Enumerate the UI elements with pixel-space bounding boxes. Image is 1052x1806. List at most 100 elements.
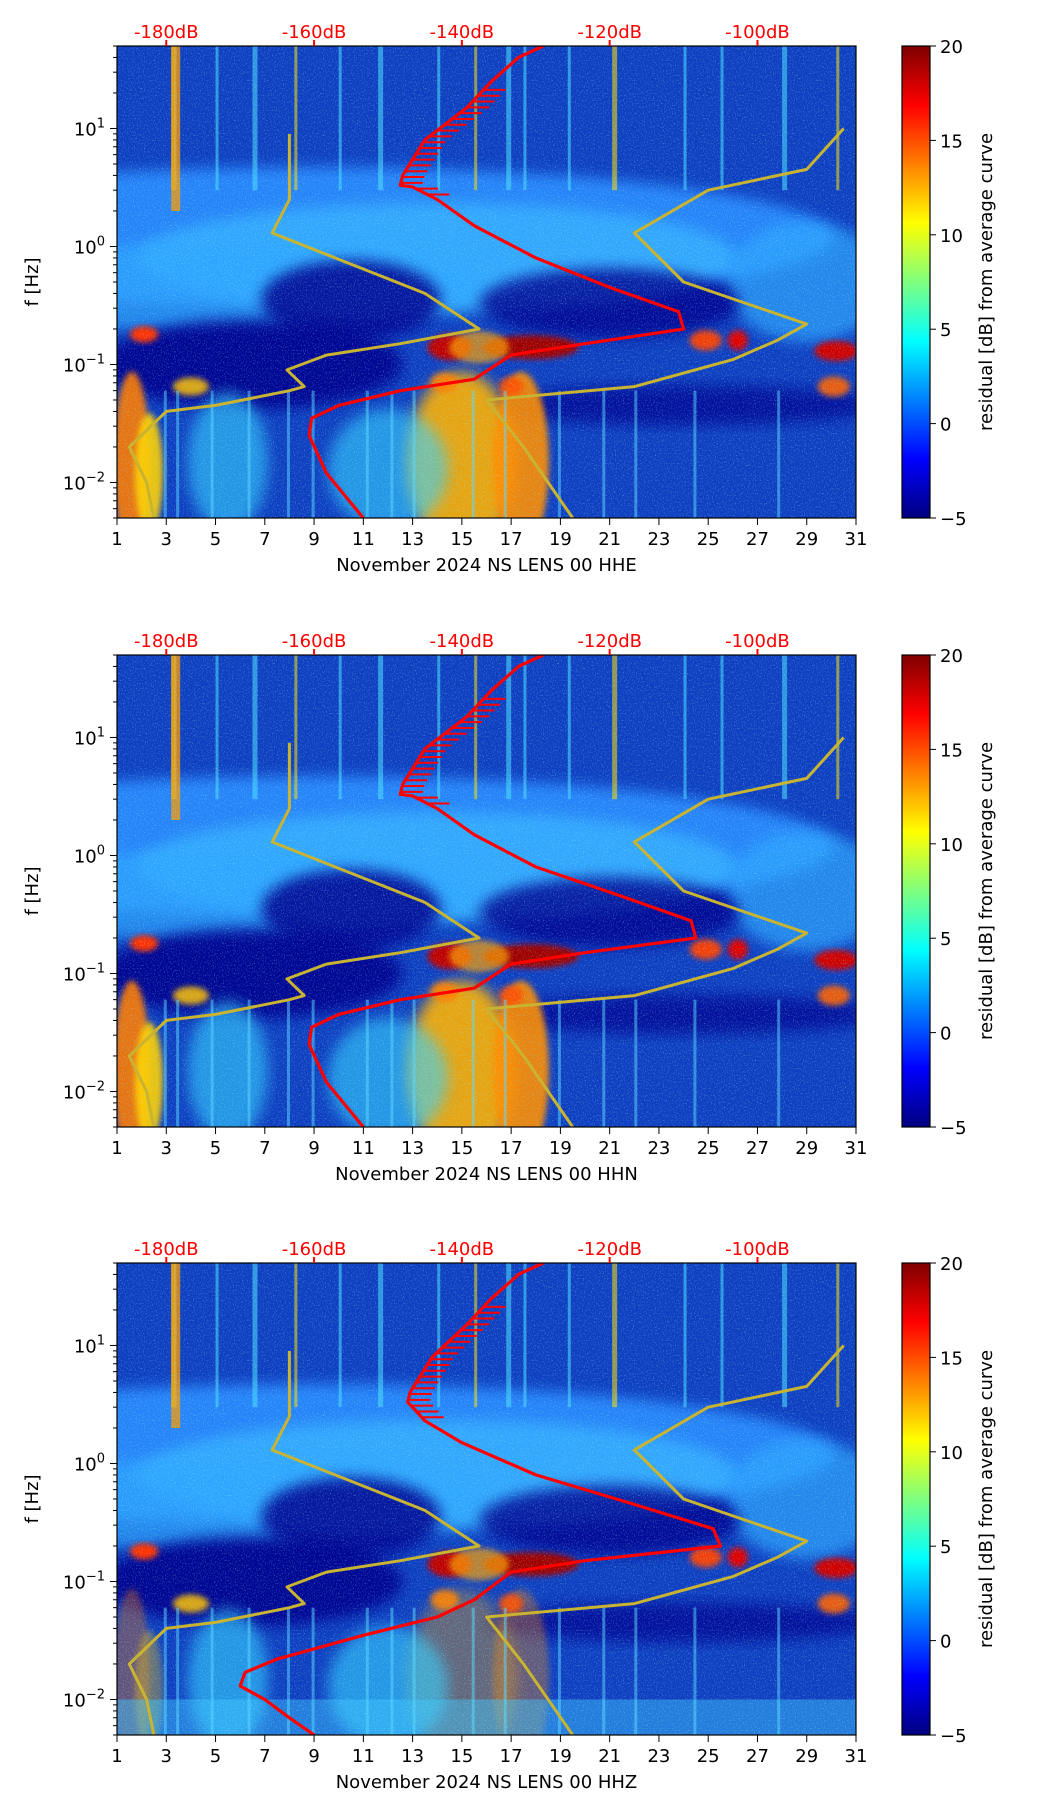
colorbar-tick-label: 10: [940, 1443, 963, 1464]
colorbar-label: residual [dB] from average curve: [976, 133, 997, 431]
y-tick-label: 101: [74, 116, 105, 140]
colorbar-tick-label: 10: [940, 835, 963, 856]
x-tick-label: 11: [352, 1138, 375, 1159]
x-tick-label: 29: [795, 529, 818, 550]
x-tick-label: 13: [401, 529, 424, 550]
db-label: -120dB: [577, 1239, 642, 1260]
curve-red-curve: [307, 655, 698, 1127]
x-tick-label: 3: [161, 1746, 172, 1767]
colorbar-tick-label: 20: [940, 37, 963, 58]
curve-lower-reference: [127, 742, 481, 1127]
db-label: -160dB: [282, 631, 347, 652]
x-tick-label: 21: [598, 1746, 621, 1767]
x-tick-label: 1: [111, 529, 122, 550]
x-tick-label: 25: [697, 529, 720, 550]
y-tick-label: 10−1: [63, 352, 105, 376]
y-axis-label: f [Hz]: [22, 866, 43, 915]
curves: [127, 655, 845, 1127]
x-tick-label: 11: [352, 1746, 375, 1767]
heatmap-texture: [117, 1263, 856, 1735]
x-tick-label: 5: [210, 1138, 221, 1159]
x-tick-label: 27: [746, 1746, 769, 1767]
x-tick-label: 7: [259, 529, 270, 550]
x-tick-label: 1: [111, 1138, 122, 1159]
y-axis-label: f [Hz]: [22, 1474, 43, 1523]
x-tick-label: 7: [259, 1746, 270, 1767]
y-axis-label: f [Hz]: [22, 257, 43, 306]
colorbar-tick-label: 0: [940, 1632, 951, 1653]
x-tick-label: 17: [500, 1138, 523, 1159]
y-tick-label: 10−1: [63, 1569, 105, 1593]
y-tick-label: 100: [74, 843, 105, 867]
db-label: -160dB: [282, 1239, 347, 1260]
db-label: -180dB: [134, 631, 199, 652]
x-axis-label: November 2024 NS LENS 00 HHN: [335, 1164, 638, 1185]
x-tick-label: 15: [450, 529, 473, 550]
x-tick-label: 19: [549, 529, 572, 550]
x-axis-label: November 2024 NS LENS 00 HHE: [336, 555, 637, 576]
x-tick-label: 21: [598, 1138, 621, 1159]
x-tick-label: 29: [795, 1138, 818, 1159]
colorbar: [901, 1262, 931, 1736]
x-tick-label: 5: [210, 529, 221, 550]
y-tick-label: 101: [74, 725, 105, 749]
y-tick-label: 10−2: [63, 470, 105, 494]
curves: [127, 46, 845, 518]
x-tick-label: 11: [352, 529, 375, 550]
curve-upper-reference: [485, 127, 845, 518]
x-tick-label: 15: [450, 1746, 473, 1767]
colorbar-tick-label: 5: [940, 320, 951, 341]
x-tick-label: 1: [111, 1746, 122, 1767]
x-tick-label: 9: [308, 529, 319, 550]
curve-lower-reference: [127, 1350, 481, 1735]
x-tick-label: 13: [401, 1138, 424, 1159]
x-tick-label: 3: [161, 529, 172, 550]
db-label: -120dB: [577, 631, 642, 652]
db-label: -100dB: [725, 22, 790, 43]
x-tick-label: 17: [500, 1746, 523, 1767]
x-axis-label: November 2024 NS LENS 00 HHZ: [336, 1772, 638, 1793]
colorbar-label: residual [dB] from average curve: [976, 742, 997, 1040]
curves: [127, 1263, 845, 1735]
colorbar-tick-label: 15: [940, 131, 963, 152]
db-label: -160dB: [282, 22, 347, 43]
db-label: -180dB: [134, 1239, 199, 1260]
x-tick-label: 3: [161, 1138, 172, 1159]
colorbar-tick-label: −5: [940, 1726, 967, 1747]
x-tick-label: 25: [697, 1746, 720, 1767]
colorbar-tick-label: 15: [940, 1348, 963, 1369]
colorbar-tick-label: 5: [940, 1537, 951, 1558]
x-tick-label: 21: [598, 529, 621, 550]
x-tick-label: 7: [259, 1138, 270, 1159]
colorbar-tick-label: −5: [940, 509, 967, 530]
x-tick-label: 23: [647, 529, 670, 550]
x-tick-label: 17: [500, 529, 523, 550]
colorbar: [901, 45, 931, 519]
y-tick-label: 100: [74, 234, 105, 258]
x-tick-label: 19: [549, 1138, 572, 1159]
colorbar: [901, 654, 931, 1128]
db-label: -100dB: [725, 631, 790, 652]
y-tick-label: 100: [74, 1451, 105, 1475]
x-tick-label: 19: [549, 1746, 572, 1767]
colorbar-tick-label: 10: [940, 226, 963, 247]
spectrogram-panel-2: 1 3 5 7 9 11 13 15 17 19 21 23 25 27 29 3110−210−110010…: [22, 631, 997, 1185]
heatmap: [117, 1263, 856, 1735]
x-tick-label: 5: [210, 1746, 221, 1767]
db-label: -100dB: [725, 1239, 790, 1260]
x-tick-label: 25: [697, 1138, 720, 1159]
curve-upper-reference: [485, 736, 845, 1127]
heatmap-texture: [117, 655, 856, 1127]
db-label: -120dB: [577, 22, 642, 43]
heatmap: [117, 46, 856, 518]
spectrogram-panel-1: 1 3 5 7 9 11 13 15 17 19 21 23 25 27 29 3110−210−110010…: [22, 22, 997, 576]
x-tick-label: 27: [746, 1138, 769, 1159]
colorbar-tick-label: −5: [940, 1118, 967, 1139]
db-label: -140dB: [430, 22, 495, 43]
heatmap-texture: [117, 46, 856, 518]
x-tick-label: 23: [647, 1138, 670, 1159]
spectrogram-panel-3: 1 3 5 7 9 11 13 15 17 19 21 23 25 27 29 3110−210−110010…: [22, 1239, 997, 1793]
curve-red-curve: [307, 46, 686, 518]
x-tick-label: 29: [795, 1746, 818, 1767]
